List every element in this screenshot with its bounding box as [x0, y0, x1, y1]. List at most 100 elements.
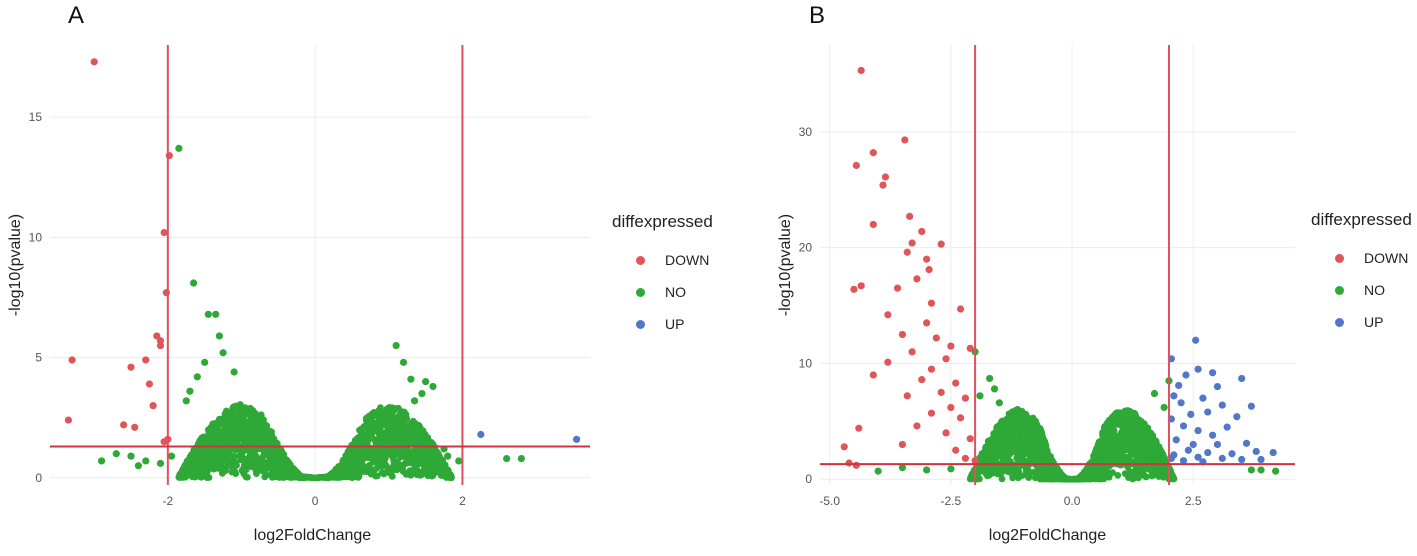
ytick-label-b-1: 10	[799, 356, 813, 370]
legend-a-swatch-up	[636, 319, 645, 329]
point-no-a-14	[422, 378, 430, 386]
no-cloud-point-b	[1046, 475, 1054, 482]
no-cloud-point-b	[1121, 423, 1129, 431]
no-cloud-point-a	[419, 455, 427, 463]
no-cloud-point-a	[429, 447, 437, 455]
no-cloud-point-b	[992, 465, 1000, 473]
no-cloud-point-a	[350, 472, 357, 480]
no-cloud-point-b	[1129, 459, 1137, 467]
legend-a-item-up: UP	[612, 308, 713, 340]
point-down-b-44	[952, 446, 960, 454]
point-no-a-3	[215, 332, 223, 340]
xtick-label-b-3: 2.5	[1185, 494, 1202, 508]
point-up-b-36	[1257, 455, 1265, 464]
ytick-label-a-1: 5	[35, 351, 42, 365]
no-cloud-point-b	[1073, 475, 1080, 483]
point-down-a-15	[162, 289, 170, 297]
no-cloud-point-b	[1009, 448, 1017, 455]
point-up-b-21	[1172, 436, 1180, 444]
no-cloud-point-b	[1018, 454, 1026, 462]
no-cloud-point-a	[241, 404, 249, 411]
no-cloud-point-b	[1137, 428, 1145, 436]
point-down-b-23	[932, 334, 940, 342]
no-cloud-point-b	[1012, 418, 1020, 426]
point-no-a-8	[182, 397, 190, 405]
no-cloud-point-a	[231, 468, 239, 476]
no-cloud-point-a	[403, 458, 411, 466]
point-no-b-10	[874, 467, 882, 475]
no-cloud-point-a	[391, 414, 399, 422]
legend-a-item-no: NO	[612, 276, 713, 308]
point-down-b-16	[893, 284, 902, 292]
no-cloud-point-a	[367, 425, 375, 433]
no-cloud-point-a	[225, 424, 233, 432]
legend-a-title: diffexpressed	[612, 212, 713, 231]
point-up-b-27	[1228, 450, 1236, 458]
no-cloud-point-a	[242, 458, 250, 465]
no-cloud-point-b	[1145, 434, 1153, 442]
no-cloud-point-a	[258, 420, 266, 428]
point-no-a-18	[127, 452, 135, 460]
no-cloud-point-b	[1053, 464, 1061, 472]
no-cloud-point-b	[1082, 474, 1089, 482]
no-cloud-point-b	[1154, 454, 1161, 462]
point-up-b-23	[1213, 440, 1222, 449]
no-cloud-point-b	[1131, 438, 1139, 445]
no-cloud-point-a	[235, 435, 243, 443]
point-up-b-15	[1233, 413, 1241, 421]
no-cloud-point-a	[227, 412, 235, 420]
point-up-b-4	[1238, 374, 1246, 383]
point-no-b-6	[1160, 403, 1168, 412]
no-cloud-point-b	[1035, 454, 1043, 462]
point-no-a-23	[444, 452, 452, 460]
point-up-b-11	[1247, 402, 1255, 410]
no-cloud-point-b	[1038, 431, 1046, 439]
no-cloud-point-b	[1059, 475, 1066, 483]
point-no-a-9	[219, 349, 227, 357]
point-down-b-1	[901, 136, 909, 144]
point-no-a-22	[97, 457, 106, 465]
point-down-b-37	[927, 409, 936, 417]
no-cloud-point-a	[191, 459, 199, 467]
point-down-b-22	[898, 330, 906, 339]
point-down-b-0	[857, 66, 865, 75]
point-down-b-30	[927, 365, 936, 373]
no-cloud-point-a	[358, 428, 366, 436]
no-cloud-point-a	[250, 430, 258, 438]
ytick-label-b-2: 20	[799, 241, 813, 255]
legend-b-label-up: UP	[1364, 314, 1384, 330]
point-down-a-3	[127, 363, 135, 371]
no-cloud-point-b	[1090, 453, 1098, 460]
point-down-a-13	[120, 421, 128, 429]
no-cloud-point-a	[185, 462, 193, 470]
point-down-b-40	[855, 424, 863, 432]
no-cloud-point-a	[359, 435, 367, 443]
no-cloud-point-a	[406, 467, 414, 475]
no-cloud-point-a	[376, 414, 383, 422]
point-no-a-5	[201, 358, 209, 366]
no-cloud-point-b	[1026, 435, 1033, 443]
point-up-a-0	[477, 430, 485, 439]
point-down-b-8	[869, 220, 877, 229]
no-cloud-point-a	[272, 459, 280, 467]
no-cloud-point-b	[1002, 418, 1010, 426]
no-cloud-point-a	[240, 470, 248, 478]
y-axis-label-a: -log10(pvalue)	[7, 214, 24, 316]
point-up-a-1	[572, 435, 581, 443]
no-cloud-point-b	[1145, 453, 1153, 461]
point-up-b-22	[1189, 440, 1197, 449]
no-cloud-point-b	[1147, 466, 1154, 474]
no-cloud-point-a	[344, 461, 351, 468]
legend-b-item-up: UP	[1311, 306, 1412, 338]
point-down-b-26	[908, 348, 916, 356]
no-cloud-point-a	[399, 426, 407, 434]
point-down-b-28	[884, 358, 892, 366]
no-cloud-point-b	[1009, 474, 1017, 482]
no-cloud-point-b	[1066, 475, 1073, 483]
point-down-b-36	[947, 403, 955, 412]
no-cloud-point-a	[367, 454, 375, 462]
no-cloud-point-a	[235, 413, 243, 421]
no-cloud-point-a	[295, 474, 303, 481]
no-cloud-point-a	[260, 464, 267, 472]
point-down-b-46	[845, 459, 853, 467]
